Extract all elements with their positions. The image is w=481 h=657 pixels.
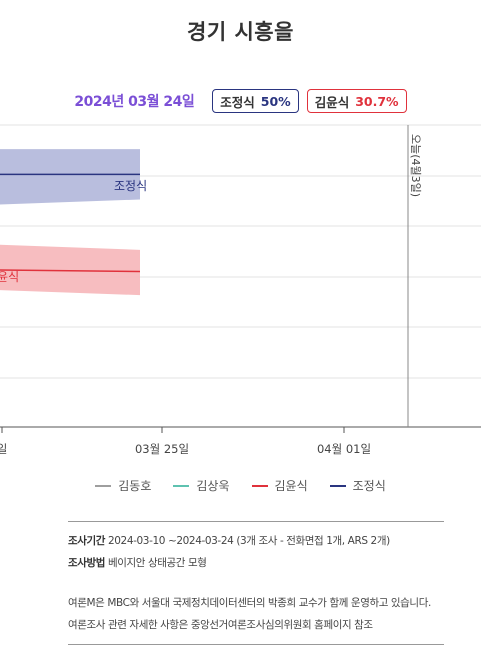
chart-legend: 김동호 김상욱 김윤식 조정식 xyxy=(0,477,481,494)
legend-swatch xyxy=(173,484,190,487)
series-label: 조정식 xyxy=(114,179,147,193)
legend-swatch xyxy=(329,484,346,487)
survey-notes: 조사기간 2024-03-10 ~2024-03-24 (3개 조사 - 전화면… xyxy=(68,521,444,645)
legend-label: 김윤식 xyxy=(274,479,308,493)
period-value: 2024-03-10 ~2024-03-24 (3개 조사 - 전화면접 1개,… xyxy=(108,535,390,547)
period-label: 조사기간 xyxy=(68,535,106,547)
poll-trend-chart: 일 03월 25일 04월 01일 오늘(4월3일) 조정식김윤식 xyxy=(0,124,481,456)
x-tick-label: 04월 01일 xyxy=(317,442,371,456)
legend-swatch xyxy=(251,484,268,487)
badge-name: 김윤식 xyxy=(314,94,350,110)
x-tick-label: 일 xyxy=(0,442,7,456)
legend-item[interactable]: 김윤식 xyxy=(251,477,308,494)
candidate-badge-jo: 조정식 50% xyxy=(212,89,299,113)
method-label: 조사방법 xyxy=(68,557,106,569)
summary-date: 2024년 03월 24일 xyxy=(74,94,195,110)
page-title: 경기 시흥을 xyxy=(187,20,294,44)
candidate-badge-kim: 김윤식 30.7% xyxy=(306,89,407,113)
series-line xyxy=(0,269,141,273)
notes-line-1: 여론M은 MBC와 서울대 국제정치데이터센터의 박종희 교수가 함께 운영하고… xyxy=(68,597,431,609)
notes-line-2: 여론조사 관련 자세한 사항은 중앙선거여론조사심의위원회 홈페이지 참조 xyxy=(68,619,373,631)
badge-pct: 50% xyxy=(260,93,291,109)
x-tick-label: 03월 25일 xyxy=(135,442,189,456)
legend-swatch xyxy=(95,484,112,487)
legend-label: 김동호 xyxy=(118,479,152,493)
badge-pct: 30.7% xyxy=(355,93,399,109)
legend-item[interactable]: 김상욱 xyxy=(173,477,230,494)
legend-label: 김상욱 xyxy=(196,479,230,493)
series-label: 김윤식 xyxy=(0,270,19,284)
legend-label: 조정식 xyxy=(352,479,386,493)
election-day-label: 오늘(4월3일) xyxy=(409,134,423,197)
method-value: 베이지안 상태공간 모형 xyxy=(108,557,207,569)
series-band xyxy=(0,149,140,205)
badge-name: 조정식 xyxy=(220,94,255,110)
series-band xyxy=(0,244,140,296)
summary-bar: 2024년 03월 24일 조정식 50% 김윤식 30.7% xyxy=(0,88,481,114)
legend-item[interactable]: 김동호 xyxy=(95,477,151,494)
legend-item[interactable]: 조정식 xyxy=(329,477,386,494)
